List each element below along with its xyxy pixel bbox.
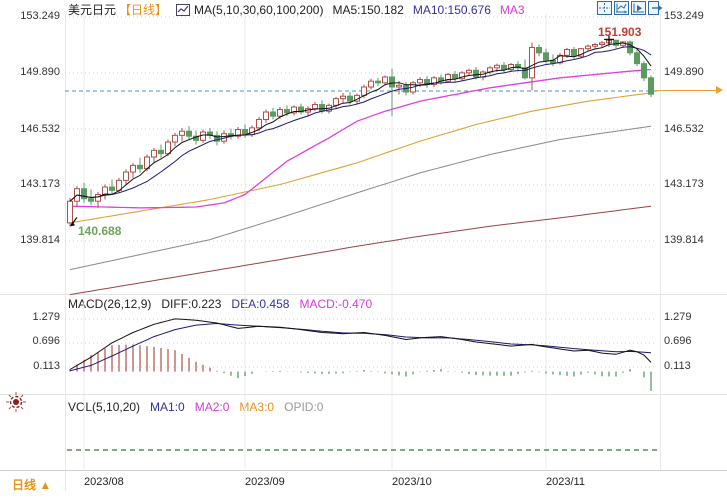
date-label: 2023/11	[546, 476, 585, 488]
macd-tick-left: 0.696	[32, 335, 60, 347]
time-axis-bar	[0, 470, 727, 498]
period-tag: 【日线】	[119, 3, 168, 17]
export-right-icon[interactable]	[648, 1, 663, 15]
macd-value: MACD:-0.470	[299, 297, 373, 311]
vol-header: VOL(5,10,20) MA1:0 MA2:0 MA3:0 OPID:0	[68, 400, 323, 414]
macd-tick-right: 0.113	[664, 360, 691, 372]
scale-axis-icon[interactable]	[614, 1, 629, 15]
price-tick-right: 153.249	[664, 10, 704, 22]
period-tab-daily[interactable]: 日线 ▲	[12, 478, 52, 492]
live-target-icon[interactable]	[5, 391, 27, 416]
low-price-label: 140.688	[78, 224, 122, 238]
plot-right-border	[660, 14, 661, 470]
ma-params-label: MA(5,10,30,60,100,200)	[194, 2, 324, 17]
macd-tick-right: 0.696	[664, 335, 692, 347]
price-tick-left: 153.249	[20, 10, 60, 22]
crosshair-icon[interactable]	[597, 1, 612, 15]
pane-divider	[0, 394, 727, 395]
date-label: 2023/09	[245, 476, 285, 488]
price-marker-arrow-icon	[716, 86, 723, 94]
date-label: 2023/10	[392, 476, 432, 488]
price-tick-left: 143.173	[20, 178, 60, 190]
date-label: 2023/08	[84, 476, 124, 488]
vol-params-label: VOL(5,10,20)	[68, 400, 141, 414]
price-tick-left: 149.890	[20, 66, 60, 78]
macd-params-label: MACD(26,12,9)	[68, 297, 152, 311]
ma30-value-truncated: MA3	[499, 2, 525, 17]
macd-tick-left: 0.113	[33, 360, 60, 372]
price-tick-right: 143.173	[664, 178, 704, 190]
price-tick-right: 139.814	[664, 234, 704, 246]
scale-play-icon[interactable]	[631, 1, 646, 15]
kline-icon	[176, 3, 191, 16]
macd-dea-value: DEA:0.458	[231, 297, 290, 311]
price-tick-right: 146.532	[664, 123, 704, 135]
high-price-label: 151.903	[598, 25, 642, 39]
vol-ma3-value: MA3:0	[239, 400, 275, 414]
vol-ma1-value: MA1:0	[150, 400, 185, 414]
pane-divider	[0, 294, 727, 295]
price-tick-left: 139.814	[20, 234, 60, 246]
macd-indicator-chart[interactable]	[65, 295, 660, 395]
bottom-divider	[65, 471, 66, 491]
macd-tick-left: 1.279	[32, 311, 60, 323]
macd-header: MACD(26,12,9) DIFF:0.223 DEA:0.458 MACD:…	[68, 297, 372, 311]
vol-opid-value: OPID:0	[284, 400, 324, 414]
price-tick-left: 146.532	[20, 123, 60, 135]
volume-chart[interactable]	[65, 395, 660, 470]
symbol-title: 美元日元	[68, 3, 117, 17]
ma5-value: MA5:150.182	[332, 2, 404, 17]
plot-left-border	[65, 14, 66, 470]
main-price-chart[interactable]	[65, 14, 660, 295]
chart-header: 美元日元 【日线】 MA(5,10,30,60,100,200) MA5:150…	[68, 1, 525, 18]
ma10-value: MA10:150.676	[412, 2, 491, 17]
vol-ma2-value: MA2:0	[194, 400, 230, 414]
macd-diff-value: DIFF:0.223	[161, 297, 222, 311]
chart-toolbar	[597, 1, 663, 15]
macd-tick-right: 1.279	[664, 311, 692, 323]
price-marker-line	[655, 90, 717, 91]
price-tick-right: 149.890	[664, 66, 704, 78]
